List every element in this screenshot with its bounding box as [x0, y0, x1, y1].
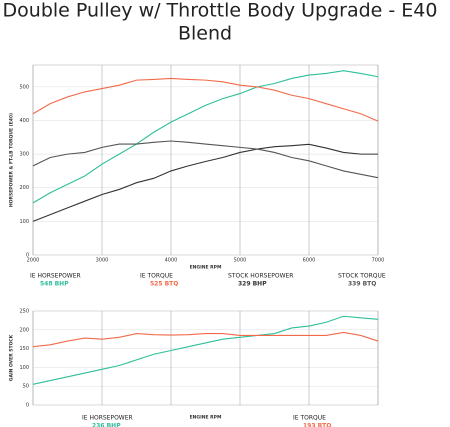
y-tick-label: 150 — [19, 346, 29, 352]
x-tick-label: 7000 — [372, 258, 385, 264]
plot-area — [32, 310, 379, 406]
y-tick-label: 0 — [26, 253, 29, 259]
x-tick-label: 2000 — [27, 258, 40, 264]
series-line — [32, 331, 379, 348]
legend-value: 236 BHP — [92, 423, 121, 427]
legend-name: IE HORSEPOWER — [82, 415, 133, 422]
y-tick-label: 400 — [19, 118, 29, 124]
series-line — [32, 140, 379, 179]
y-axis-label: GAIN OVER STOCK — [9, 334, 15, 381]
series-line — [32, 70, 379, 204]
legend-name: IE HORSEPOWER — [30, 273, 81, 280]
x-tick-label: 6000 — [303, 258, 316, 264]
y-tick-label: 100 — [19, 365, 29, 371]
x-tick-label: 3000 — [96, 258, 109, 264]
x-tick-label: 5000 — [234, 258, 247, 264]
legend-value: 339 BTQ — [348, 281, 376, 288]
x-tick-label: 4000 — [165, 258, 178, 264]
y-tick-label: 500 — [19, 84, 29, 90]
x-axis-label: ENGINE RPM — [190, 415, 222, 421]
legend-name: STOCK HORSEPOWER — [228, 273, 293, 280]
legend-value: 525 BTQ — [150, 281, 178, 288]
y-tick-label: 200 — [19, 185, 29, 191]
series-line — [32, 315, 379, 385]
legend-name: STOCK TORQUE — [338, 273, 386, 280]
y-tick-label: 50 — [23, 384, 29, 390]
y-axis-label: HORSEPOWER & FT-LB TORQUE (E40) — [9, 113, 15, 207]
series-line — [32, 143, 378, 222]
plot-area — [32, 64, 379, 256]
y-tick-label: 300 — [19, 152, 29, 158]
y-tick-label: 250 — [19, 309, 29, 315]
legend-value: 193 BTQ — [303, 423, 331, 427]
chart-title: Double Pulley w/ Throttle Body Upgrade -… — [3, 0, 438, 22]
legend-name: IE TORQUE — [293, 415, 326, 422]
legend-value: 329 BHP — [238, 281, 267, 288]
y-tick-label: 0 — [26, 403, 29, 409]
x-axis-label: ENGINE RPM — [190, 265, 222, 271]
y-tick-label: 200 — [19, 327, 29, 333]
series-line — [32, 77, 379, 122]
legend-name: IE TORQUE — [140, 273, 173, 280]
chart-title: Blend — [178, 23, 232, 45]
y-tick-label: 100 — [19, 219, 29, 225]
legend-value: 548 BHP — [40, 281, 69, 288]
